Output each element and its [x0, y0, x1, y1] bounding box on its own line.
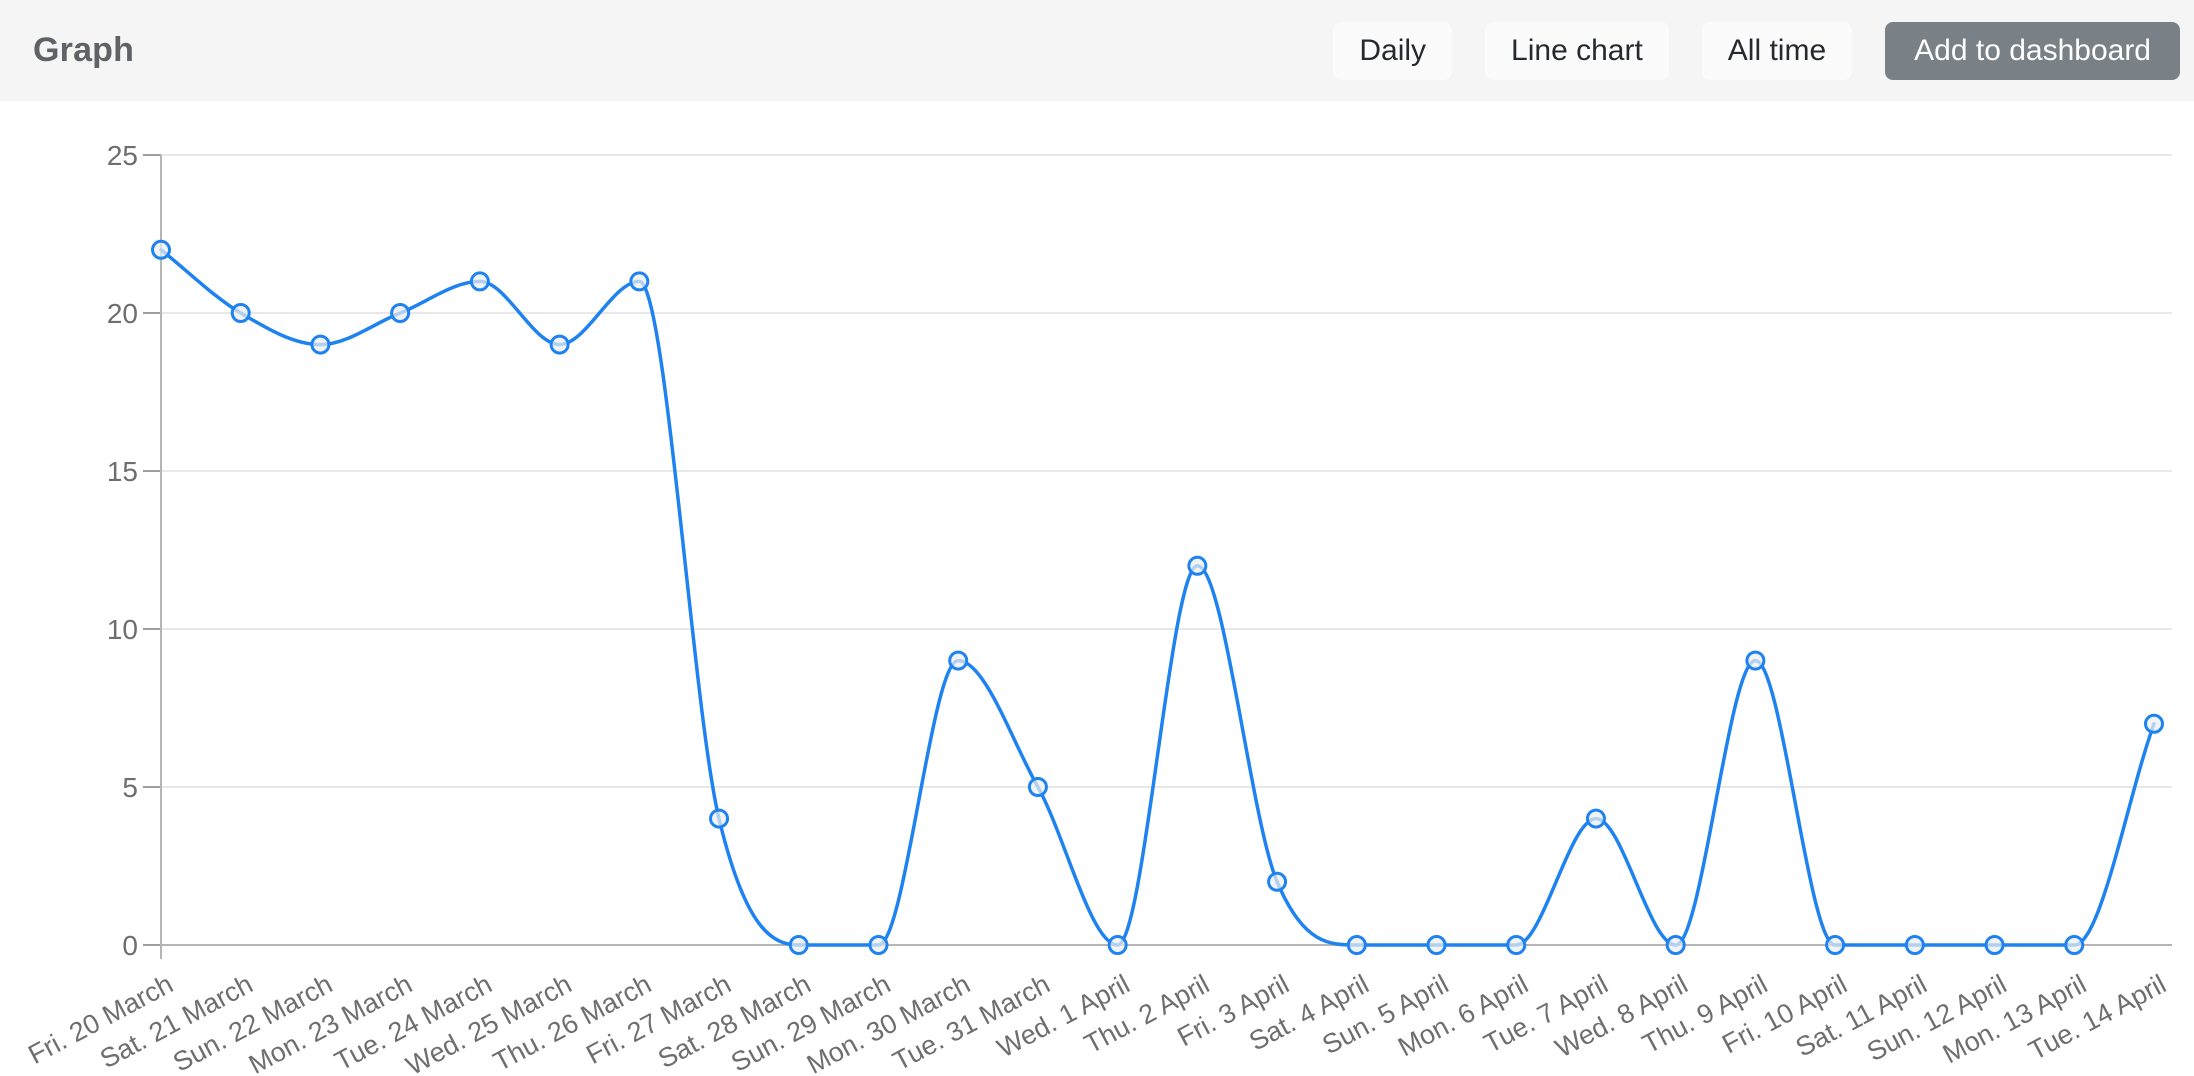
data-point[interactable] [1107, 935, 1128, 955]
data-point[interactable] [310, 334, 331, 355]
header: Graph Daily Line chart All time Add to d… [0, 0, 2194, 101]
line-chart-button[interactable]: Line chart [1485, 21, 1669, 80]
y-tick-label: 15 [107, 456, 138, 487]
page-title: Graph [33, 31, 135, 69]
data-point[interactable] [948, 650, 969, 671]
data-point[interactable] [1825, 935, 1846, 955]
add-to-dashboard-button[interactable]: Add to dashboard [1885, 21, 2180, 80]
daily-button[interactable]: Daily [1333, 21, 1453, 80]
data-point[interactable] [1426, 935, 1447, 955]
data-point[interactable] [1745, 650, 1766, 671]
header-actions: Daily Line chart All time Add to dashboa… [1333, 21, 2180, 80]
data-point[interactable] [2144, 713, 2164, 734]
data-point[interactable] [230, 303, 251, 323]
data-point[interactable] [2064, 935, 2085, 955]
data-point[interactable] [1984, 935, 2005, 955]
data-point[interactable] [1027, 777, 1048, 797]
data-point[interactable] [1506, 935, 1527, 955]
y-tick-label: 10 [107, 614, 138, 645]
data-point[interactable] [1665, 935, 1686, 955]
all-time-button[interactable]: All time [1701, 21, 1853, 80]
data-point[interactable] [629, 271, 650, 292]
data-point[interactable] [788, 935, 809, 955]
data-point[interactable] [1904, 935, 1925, 955]
data-point[interactable] [868, 935, 889, 955]
y-tick-label: 5 [122, 772, 138, 803]
data-point[interactable] [1187, 555, 1208, 576]
y-tick-label: 25 [107, 140, 138, 171]
data-point[interactable] [709, 808, 730, 829]
data-point[interactable] [469, 271, 490, 292]
data-point[interactable] [1267, 871, 1288, 892]
data-point[interactable] [1585, 808, 1606, 829]
data-point[interactable] [390, 303, 411, 323]
data-point[interactable] [1346, 935, 1367, 955]
y-tick-label: 0 [122, 930, 138, 961]
data-point[interactable] [151, 239, 171, 260]
data-point[interactable] [549, 334, 570, 355]
y-tick-label: 20 [107, 298, 138, 329]
series-line [159, 248, 2156, 947]
